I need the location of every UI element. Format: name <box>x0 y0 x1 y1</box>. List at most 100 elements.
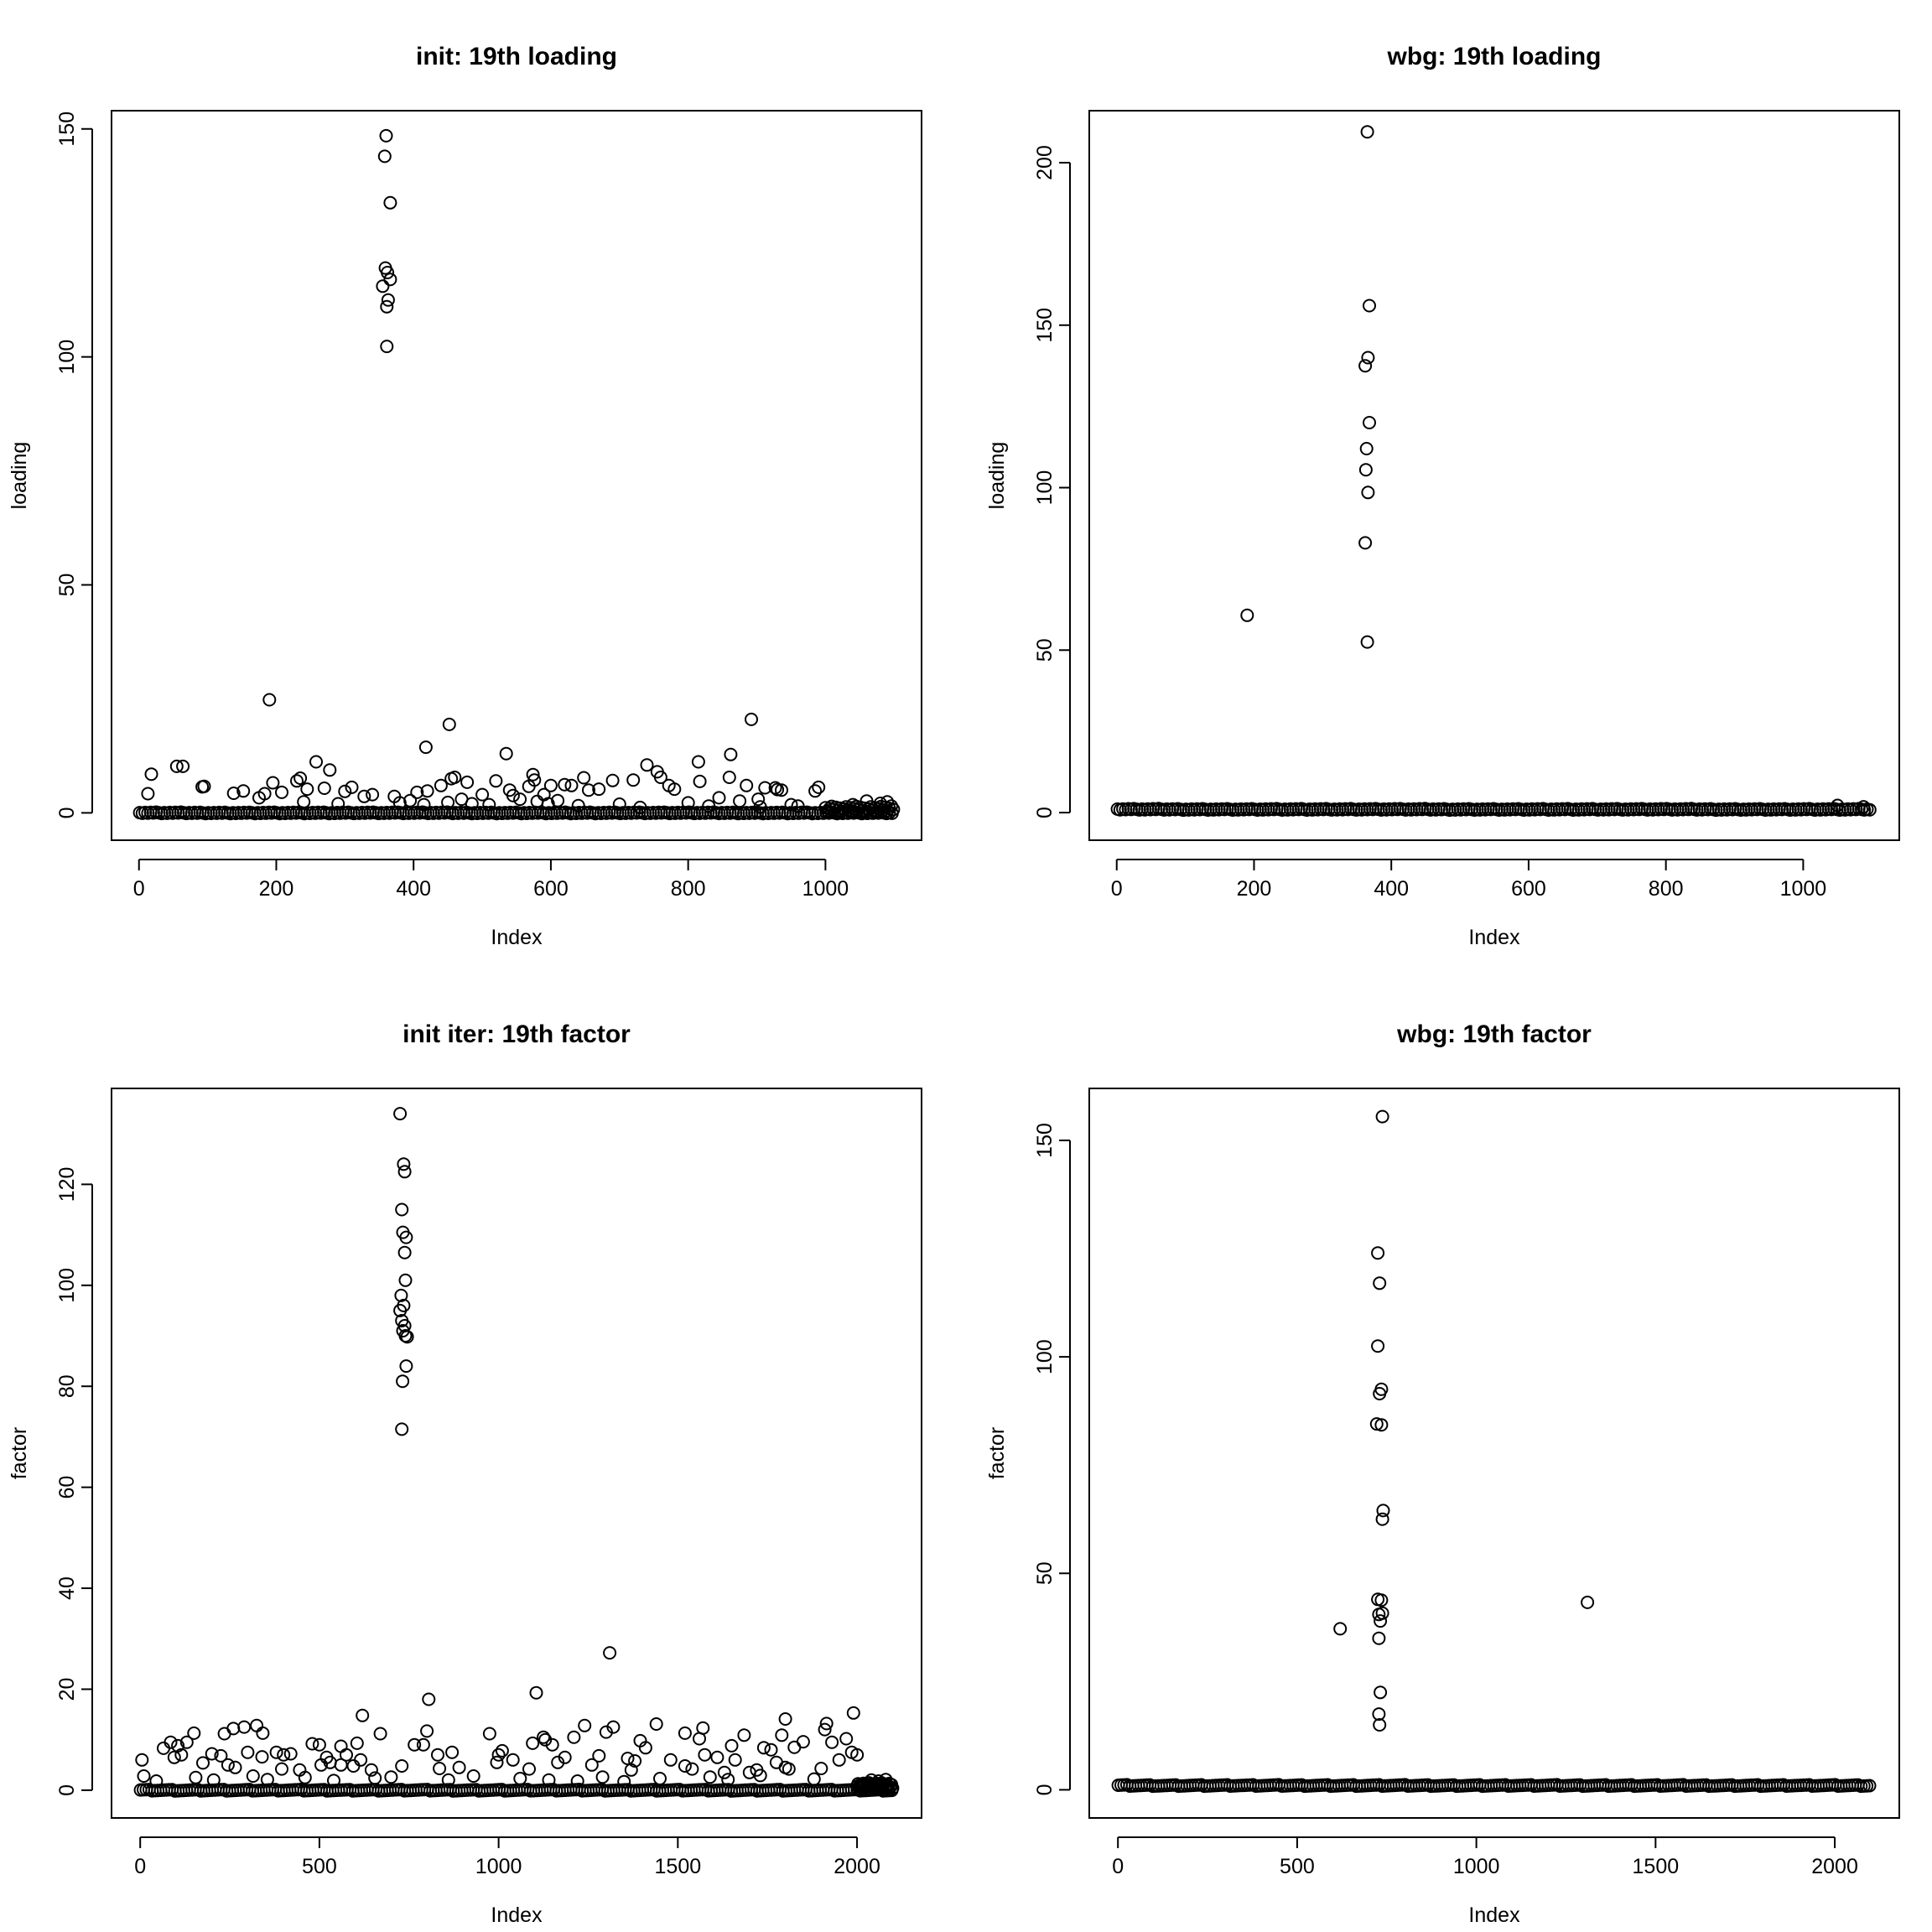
data-point <box>769 1755 783 1769</box>
data-point <box>1361 351 1375 365</box>
data-point <box>513 792 527 807</box>
data-point <box>394 1288 408 1302</box>
data-point <box>784 797 798 812</box>
data-point <box>1358 536 1373 550</box>
data-point <box>350 1736 364 1750</box>
data-point <box>649 1717 663 1731</box>
data-point <box>617 1774 631 1789</box>
data-point <box>441 1773 455 1787</box>
x-tick-label: 600 <box>533 877 569 901</box>
data-point <box>400 1330 414 1344</box>
data-point <box>383 273 397 287</box>
data-point <box>395 1202 409 1217</box>
data-point <box>825 1735 839 1749</box>
data-point <box>338 784 352 798</box>
data-point <box>787 1740 802 1754</box>
plot-frame <box>111 1088 922 1819</box>
data-point <box>137 1769 151 1783</box>
data-point <box>728 1753 742 1767</box>
data-point <box>753 800 767 814</box>
data-point <box>392 796 407 810</box>
data-points <box>1111 1109 1877 1794</box>
data-point <box>543 778 558 792</box>
data-point <box>1358 463 1373 477</box>
data-point <box>527 773 542 787</box>
y-tick-label: 50 <box>1033 638 1057 662</box>
data-point <box>545 1737 559 1752</box>
plot-frame <box>1088 110 1900 841</box>
data-point <box>819 1716 834 1731</box>
y-tick-label: 0 <box>55 807 79 818</box>
data-point <box>526 767 540 782</box>
data-point <box>397 1245 412 1259</box>
data-point <box>317 782 331 795</box>
data-point <box>721 1773 735 1787</box>
x-tick-label: 800 <box>671 877 706 901</box>
data-point <box>1375 1512 1389 1526</box>
baseline-point <box>1862 802 1877 817</box>
data-point <box>466 1769 480 1783</box>
panel-title: init iter: 19th factor <box>402 1021 631 1048</box>
x-tick-label: 400 <box>1374 877 1409 901</box>
x-axis-label: Index <box>491 1903 543 1927</box>
data-point <box>1831 798 1845 813</box>
data-point <box>434 778 448 792</box>
data-point <box>149 1774 164 1788</box>
x-tick-label: 1000 <box>1453 1855 1500 1878</box>
data-point <box>179 1735 194 1749</box>
y-tick-label: 120 <box>55 1167 79 1202</box>
baseline-point <box>1862 1779 1877 1793</box>
x-tick-label: 0 <box>134 1855 146 1878</box>
data-point <box>399 1359 413 1374</box>
data-point <box>416 1737 430 1752</box>
x-tick-label: 200 <box>259 877 294 901</box>
data-point <box>578 1718 592 1732</box>
data-point <box>839 1732 854 1746</box>
data-point <box>380 299 394 314</box>
data-point <box>633 800 647 814</box>
y-tick-label: 50 <box>55 574 79 597</box>
data-point <box>745 712 758 726</box>
data-point <box>135 1753 149 1767</box>
data-point <box>465 797 479 811</box>
data-point <box>860 794 874 808</box>
data-point <box>236 784 251 798</box>
y-axis-ticks: 0 50 100 150 200 <box>1033 145 1071 818</box>
data-point <box>807 1772 821 1786</box>
x-tick-label: 1500 <box>655 1855 702 1878</box>
data-point <box>681 796 695 810</box>
data-point <box>571 798 585 813</box>
data-point <box>431 1748 444 1762</box>
data-point <box>880 795 895 809</box>
data-point <box>482 1727 496 1741</box>
data-point <box>397 1165 412 1179</box>
data-points <box>132 128 901 821</box>
data-point <box>640 758 654 772</box>
data-point <box>846 797 860 812</box>
data-point <box>293 771 308 785</box>
data-point <box>764 1742 778 1757</box>
data-point <box>195 780 210 794</box>
data-point <box>393 1107 408 1121</box>
data-point <box>397 1157 411 1171</box>
data-point <box>379 128 393 143</box>
data-point <box>164 1735 178 1749</box>
x-tick-label: 500 <box>302 1855 337 1878</box>
data-point <box>377 149 392 164</box>
y-axis-label: factor <box>8 1427 31 1480</box>
plot-frame <box>1088 1088 1900 1819</box>
panel-init-iter-factor: init iter: 19th factor Index factor 0 500… <box>8 1021 922 1927</box>
data-point <box>214 1748 228 1763</box>
data-point <box>506 788 520 802</box>
y-tick-label: 0 <box>1033 1784 1057 1795</box>
y-tick-label: 150 <box>55 112 79 147</box>
data-point <box>331 797 345 811</box>
data-point <box>441 795 455 809</box>
data-point <box>592 1748 606 1763</box>
data-point <box>475 787 490 802</box>
data-point <box>396 1374 410 1389</box>
data-point <box>717 1765 731 1779</box>
data-point <box>309 755 323 769</box>
data-point <box>1373 1718 1387 1732</box>
